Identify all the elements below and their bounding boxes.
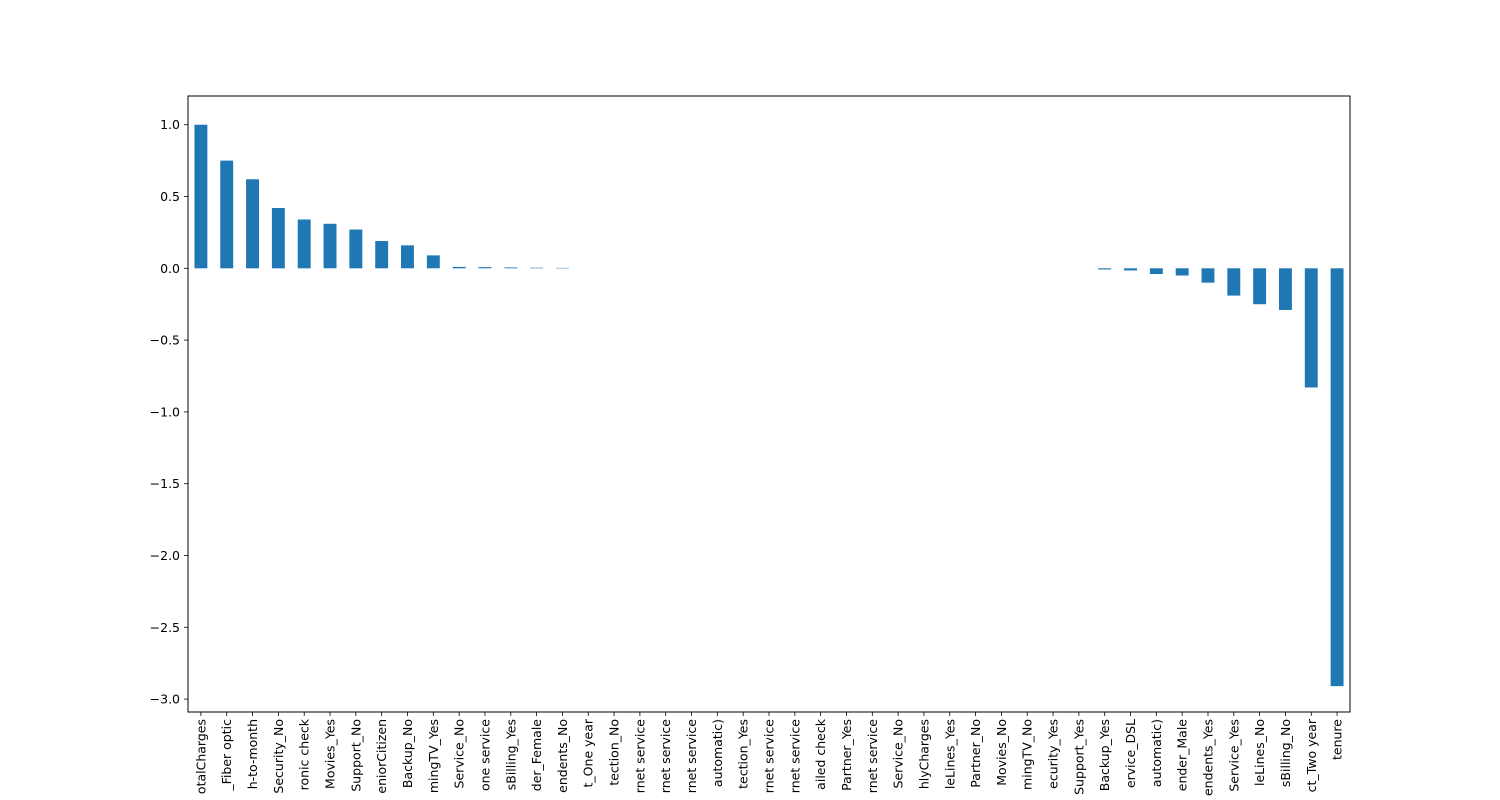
x-tick-label: rnet service [684,719,699,793]
bar [504,267,518,269]
bar [246,179,260,269]
y-tick-label: 1.0 [160,117,180,132]
bar [401,245,414,269]
x-tick-label: tection_No [607,719,622,786]
x-tick-label: ecurity_Yes [1046,719,1061,789]
plot-frame [187,95,1351,713]
y-tick-label: 0.0 [160,261,180,276]
x-tick-label: leLines_No [1252,719,1267,786]
y-tick-label: −1.0 [150,404,180,419]
x-tick-label: Service_Yes [1226,719,1241,792]
x-tick-label: Security_No [271,719,286,794]
x-tick-label: ronic check [297,718,312,790]
bar [452,266,466,269]
x-tick-label: sBilling_No [1278,719,1293,787]
x-tick-label: Backup_Yes [1097,719,1112,791]
bar [1175,268,1189,276]
x-tick-label: eniorCitizen [374,719,389,794]
x-tick-label: ailed check [813,718,828,790]
x-tick-label: endents_Yes [1200,719,1215,796]
y-tick-label: −3.0 [150,692,180,707]
x-tick-label: rnet service [762,719,777,793]
y-axis: 1.0 0.5 0.0 −0.5 −1.0 −1.5 −2.0 −2.5 −3.0 [150,117,188,707]
x-tick-label: h-to-month [245,719,260,789]
x-tick-label: tenure [1330,719,1345,760]
x-tick-label: one service [477,719,492,791]
bars-layer [194,124,1344,687]
bar [530,267,544,269]
x-tick-label: rnet service [865,719,880,793]
y-tick-label: −2.0 [150,548,180,563]
bar [1304,268,1318,388]
x-axis: otalCharges _Fiber optic h-to-month Securit… [193,712,1345,796]
x-tick-label: der_Female [529,719,544,792]
bar [1278,268,1292,310]
y-tick-label: 0.5 [160,189,180,204]
bar [375,241,389,269]
x-tick-label: Service_No [891,719,906,788]
bar [220,160,234,269]
y-tick-label: −2.5 [150,620,180,635]
x-tick-label: tection_Yes [736,719,751,789]
x-tick-label: Movies_No [994,719,1009,786]
x-tick-label: rnet service [632,719,647,793]
x-tick-label: hlyCharges [916,719,931,789]
x-tick-label: sBilling_Yes [503,719,518,790]
x-tick-label: Backup_No [400,719,415,788]
x-tick-label: rnet service [658,719,673,793]
bar [1330,268,1344,687]
bar [1149,268,1163,275]
x-tick-label: Movies_Yes [323,719,338,789]
y-tick-label: −1.5 [150,476,180,491]
x-tick-label: Service_No [452,719,467,788]
x-tick-label: mingTV_Yes [426,719,441,793]
x-tick-label: endents_No [555,719,570,793]
x-tick-label: Support_No [348,719,363,792]
bar [349,229,363,269]
x-tick-label: ct_Two year [1304,718,1319,792]
x-tick-label: _Fiber optic [219,719,234,792]
x-tick-label: Partner_No [968,719,983,788]
x-tick-label: otalCharges [193,719,208,794]
bar [1253,268,1267,305]
x-tick-label: mingTV_No [1020,719,1035,790]
bar [194,124,208,269]
x-tick-label: automatic) [1149,719,1164,787]
x-tick-label: Partner_Yes [839,719,854,791]
y-tick-label: −0.5 [150,333,180,348]
bar [297,219,311,269]
bar [478,267,492,269]
bar [271,208,285,269]
x-tick-label: automatic) [710,719,725,787]
x-tick-label: ervice_DSL [1123,719,1138,788]
bar [1124,268,1137,271]
x-tick-label: ender_Male [1175,719,1190,792]
bar [1227,268,1241,296]
bar [1201,268,1215,283]
bar [426,255,440,269]
x-tick-label: Support_Yes [1071,719,1086,795]
x-tick-label: rnet service [787,719,802,793]
x-tick-label: leLines_Yes [942,719,957,789]
bar [323,223,337,269]
x-tick-label: t_One year [581,718,596,787]
bar [1098,268,1112,270]
